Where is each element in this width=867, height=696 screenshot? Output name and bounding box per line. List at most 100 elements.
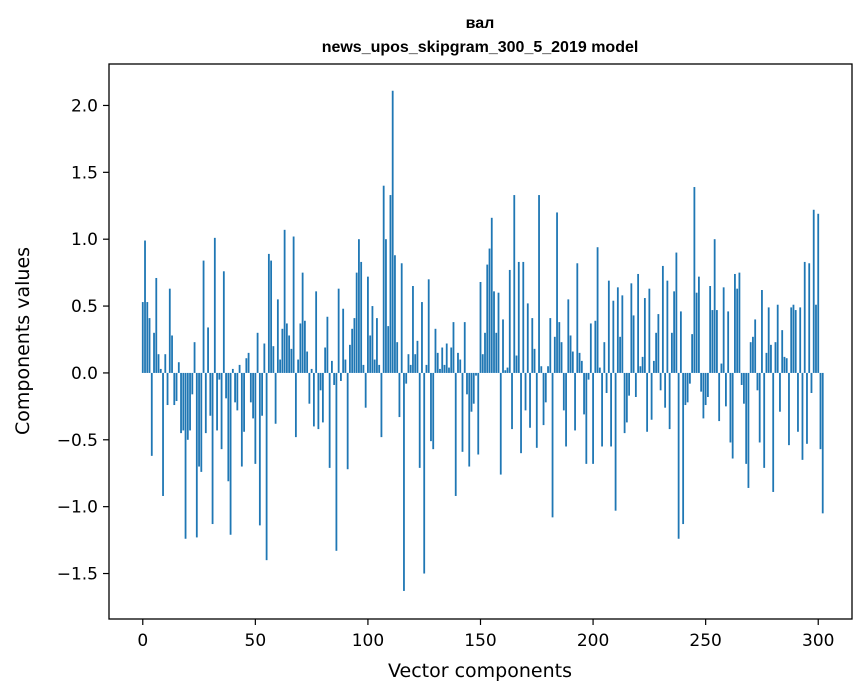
bar (484, 332, 486, 373)
bar (225, 372, 227, 399)
bar (367, 276, 369, 373)
bar (423, 372, 426, 574)
bar (664, 372, 667, 408)
bar (261, 372, 263, 416)
bar (556, 212, 558, 373)
bar (639, 366, 642, 373)
bar (797, 372, 799, 432)
bar (409, 364, 412, 373)
bar (641, 356, 644, 373)
bar (761, 290, 763, 373)
bar (677, 372, 680, 539)
bar (598, 367, 601, 373)
bar (648, 288, 651, 373)
bar (349, 344, 351, 373)
bar (722, 287, 725, 373)
bar (779, 372, 781, 412)
x-tick-label: 250 (689, 631, 721, 651)
bar (407, 354, 410, 373)
bar (321, 372, 324, 423)
bar (443, 364, 446, 373)
bar (574, 372, 576, 431)
bar (754, 319, 757, 373)
bar (403, 372, 405, 591)
bar (376, 318, 378, 373)
bar (236, 372, 239, 411)
bar (265, 372, 268, 561)
bar (306, 351, 309, 373)
bar (193, 342, 196, 373)
bar (625, 372, 628, 423)
bar (486, 264, 489, 373)
bar (686, 372, 689, 403)
bar (380, 372, 383, 438)
bar (821, 372, 824, 514)
bar (317, 372, 320, 430)
x-tick-label: 300 (802, 631, 834, 651)
bar (299, 323, 302, 373)
bars-group (141, 90, 824, 591)
bar (490, 217, 493, 373)
bar (353, 318, 356, 373)
bar (682, 372, 685, 525)
bar (661, 265, 664, 373)
bar (452, 322, 455, 373)
bar (231, 368, 234, 373)
bar (702, 372, 705, 419)
bar (673, 291, 676, 373)
bar (211, 372, 214, 525)
bar (177, 362, 180, 373)
bar (252, 372, 254, 419)
bar (646, 372, 649, 432)
bar (542, 372, 545, 426)
bar (781, 330, 784, 373)
bar (704, 372, 707, 406)
bar (817, 213, 820, 373)
bar (340, 372, 342, 381)
bar (738, 272, 741, 373)
bar (466, 372, 468, 395)
bar (144, 240, 146, 373)
bar (477, 372, 480, 455)
bar (243, 372, 245, 432)
bar (524, 372, 527, 411)
bar (337, 288, 340, 373)
bar (803, 261, 806, 373)
bar (506, 367, 509, 373)
bar (274, 372, 277, 424)
y-tick-label: 2.0 (71, 96, 98, 116)
y-tick-label: −1.0 (57, 498, 98, 518)
bar (270, 260, 273, 373)
bar (146, 302, 149, 373)
bar (684, 372, 687, 406)
bar (718, 372, 721, 422)
bar (331, 360, 333, 373)
bar (535, 372, 538, 448)
bar (623, 372, 626, 434)
bar (346, 372, 349, 470)
bar (711, 310, 714, 373)
bar (601, 372, 603, 447)
bar (578, 352, 581, 373)
bar (479, 281, 482, 373)
bar (666, 280, 669, 373)
bar (749, 342, 752, 373)
bar (619, 336, 621, 373)
bar (731, 372, 734, 459)
bar (191, 372, 194, 395)
bar (439, 368, 441, 373)
bar (531, 318, 534, 373)
bar (504, 370, 507, 373)
bar (385, 239, 387, 373)
bar (153, 332, 155, 373)
bar (632, 315, 635, 373)
bar (819, 372, 822, 450)
bar (292, 236, 295, 373)
bar (529, 372, 531, 428)
bar (614, 372, 617, 511)
bar (256, 332, 259, 373)
bar (430, 372, 432, 442)
bar (342, 308, 345, 373)
bar (362, 364, 365, 373)
bar (810, 372, 813, 393)
